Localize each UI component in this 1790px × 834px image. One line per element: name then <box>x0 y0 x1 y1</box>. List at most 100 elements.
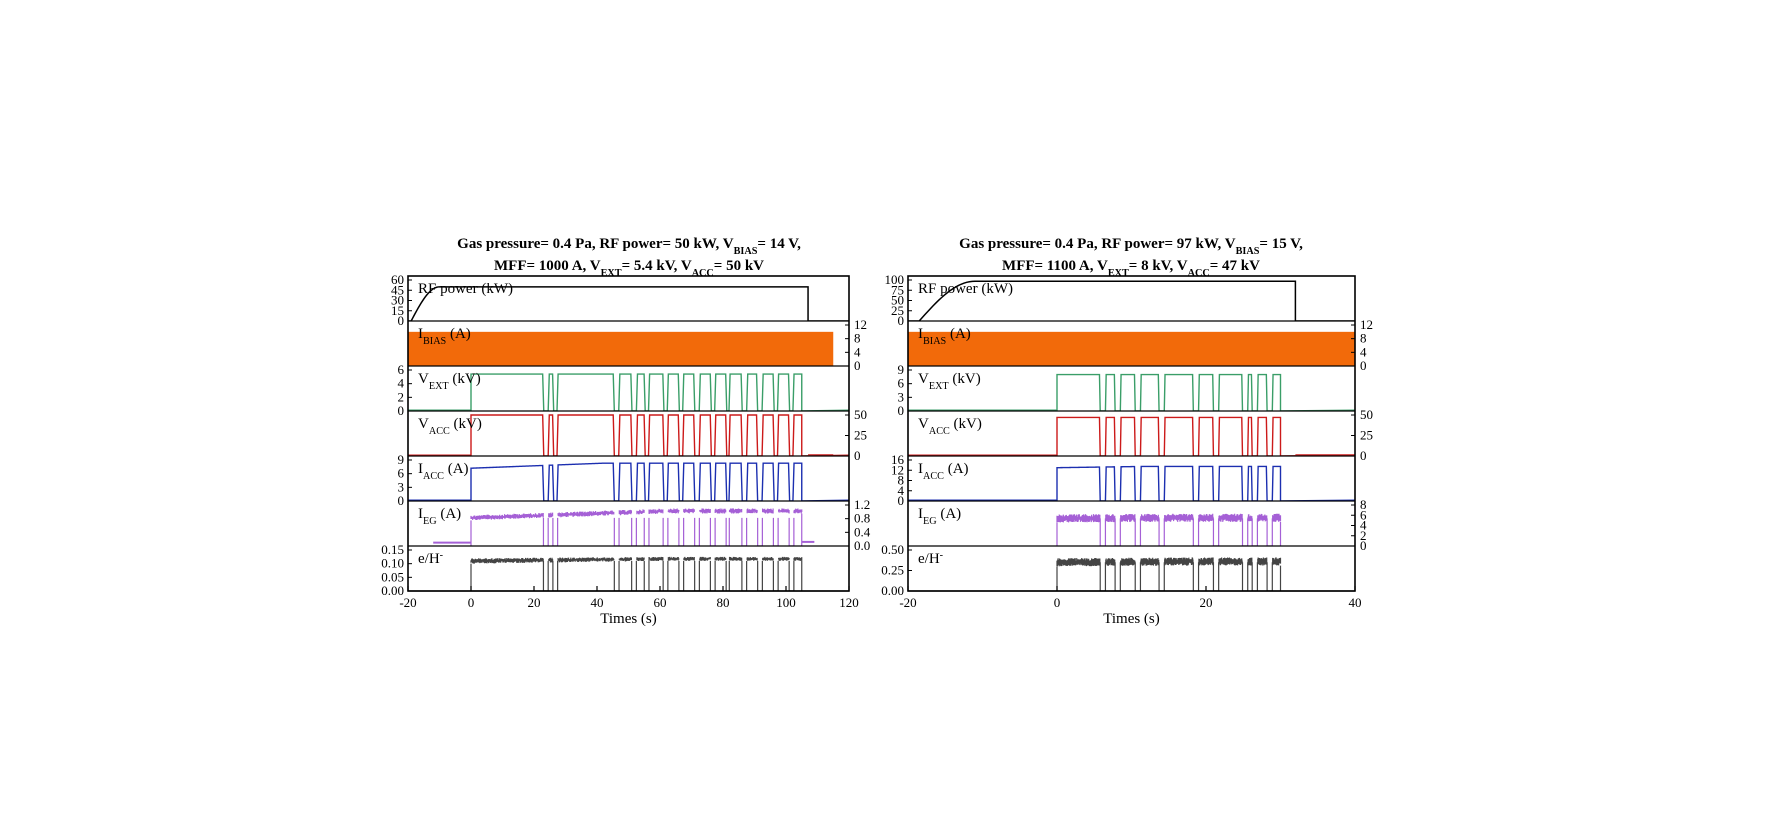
y-tick-label: 16 <box>891 452 905 467</box>
y-tick-label: 2 <box>398 389 405 404</box>
y-tick-label: 0 <box>398 313 405 328</box>
panel-vext-label: VEXT (kV) <box>418 371 481 392</box>
panel-vacc-label: VACC (kV) <box>918 416 982 437</box>
y-tick-label: 0 <box>1360 358 1367 373</box>
chart-1: Gas pressure= 0.4 Pa, RF power= 50 kW, V… <box>381 236 871 627</box>
y-tick-label: 25 <box>854 428 867 443</box>
panel-vext-label: VEXT (kV) <box>918 371 981 392</box>
y-tick-label: 15 <box>391 303 404 318</box>
ieg-band <box>470 508 803 520</box>
y-tick-label: 25 <box>891 303 904 318</box>
panel-ieg-label: IEG (A) <box>418 506 461 527</box>
y-tick-label: 0.00 <box>381 583 404 598</box>
y-tick-label: 0.15 <box>381 542 404 557</box>
chart-title-line1: Gas pressure= 0.4 Pa, RF power= 50 kW, V… <box>457 236 801 257</box>
y-tick-label: 4 <box>854 344 861 359</box>
panel-rf-series <box>908 280 1355 321</box>
y-tick-label: 50 <box>854 407 867 422</box>
y-tick-label: 4 <box>1360 344 1367 359</box>
y-tick-label: 0 <box>898 403 905 418</box>
panel-vext-series <box>908 373 1355 411</box>
panel-ibias-series <box>408 331 834 366</box>
panel-ibias-series <box>908 331 1355 366</box>
x-tick-label: -20 <box>399 595 416 610</box>
y-tick-label: 0 <box>1360 448 1367 463</box>
y-tick-label: 0.25 <box>881 563 904 578</box>
panel-ieg: 0.00.40.81.2 IEG (A) <box>408 497 871 553</box>
panel-iacc-series <box>408 462 849 501</box>
panel-vext-series <box>408 373 849 411</box>
vacc-line <box>408 414 849 456</box>
x-tick-label: 0 <box>1054 595 1061 610</box>
chart-title-line2: MFF= 1100 A, VEXT= 8 kV, VACC= 47 kV <box>1002 258 1260 279</box>
ieg-edges <box>1056 518 1282 546</box>
y-tick-label: 3 <box>398 479 405 494</box>
chart-title-line1: Gas pressure= 0.4 Pa, RF power= 97 kW, V… <box>959 236 1303 257</box>
rf-power-line <box>908 280 1355 321</box>
y-tick-label: 2 <box>1360 528 1367 543</box>
eh-edges <box>470 560 803 591</box>
panel-vacc: 0 25 50 VACC (kV) <box>408 407 867 463</box>
y-tick-label: 4 <box>1360 518 1367 533</box>
y-tick-label: 50 <box>891 293 904 308</box>
panel-ibias-label: IBIAS (A) <box>418 326 471 347</box>
panel-vacc: 0 25 50 VACC (kV) <box>908 407 1373 463</box>
panel-vacc-label: VACC (kV) <box>418 416 482 437</box>
y-tick-label: 6 <box>398 466 405 481</box>
panel-ibias-label: IBIAS (A) <box>918 326 971 347</box>
y-tick-label: 4 <box>398 376 405 391</box>
rf-power-line <box>408 286 849 321</box>
x-tick-label: 20 <box>1200 595 1213 610</box>
vacc-line <box>908 416 1355 456</box>
iacc-line <box>908 465 1355 501</box>
panel-rf-label: RF power (kW) <box>418 281 513 297</box>
x-tick-label: 20 <box>528 595 541 610</box>
y-tick-label: 8 <box>1360 497 1367 512</box>
y-tick-label: 4 <box>898 483 905 498</box>
chart-frame <box>907 275 1356 592</box>
y-tick-label: 0 <box>898 313 905 328</box>
panel-iacc-label: IACC (A) <box>418 461 469 482</box>
y-tick-label: 6 <box>898 376 905 391</box>
y-tick-label: 0.10 <box>381 556 404 571</box>
iacc-line <box>408 462 849 501</box>
panel-eh-label: e/H- <box>918 550 944 568</box>
x-tick-label: 120 <box>839 595 859 610</box>
y-tick-label: 50 <box>1360 407 1373 422</box>
y-tick-label: 0.8 <box>854 511 870 526</box>
y-tick-label: 0 <box>398 493 405 508</box>
eh-band <box>470 556 803 564</box>
vext-line <box>908 373 1355 411</box>
chart-2: Gas pressure= 0.4 Pa, RF power= 97 kW, V… <box>881 236 1373 627</box>
x-tick-label: -20 <box>899 595 916 610</box>
y-tick-label: 8 <box>1360 331 1367 346</box>
y-tick-label: 12 <box>854 317 867 332</box>
y-tick-label: 8 <box>898 473 905 488</box>
eh-edges <box>1056 562 1282 591</box>
y-tick-label: 0.4 <box>854 524 871 539</box>
y-tick-label: 0 <box>854 358 861 373</box>
y-tick-label: 0 <box>398 403 405 418</box>
y-tick-label: 45 <box>391 282 404 297</box>
y-tick-label: 6 <box>1360 507 1367 522</box>
panel-eh-label: e/H- <box>418 550 444 568</box>
panel-ieg-series <box>1056 513 1282 546</box>
y-tick-label: 0.05 <box>381 569 404 584</box>
panel-iacc-series <box>908 465 1355 501</box>
y-tick-label: 0 <box>898 493 905 508</box>
panel-eh: 0.00 0.25 0.50 e/H- <box>881 542 1355 598</box>
y-tick-label: 12 <box>1360 317 1373 332</box>
y-tick-label: 25 <box>1360 428 1373 443</box>
panel-ieg-series <box>433 508 815 546</box>
y-tick-label: 0 <box>1360 538 1367 553</box>
panel-vacc-series <box>408 414 849 456</box>
